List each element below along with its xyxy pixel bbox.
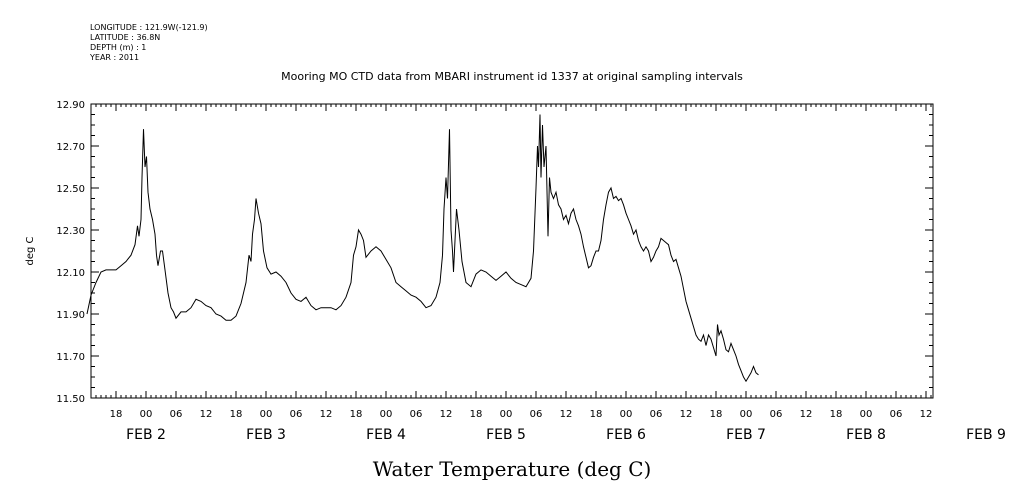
x-tick-label: 00 (140, 409, 153, 420)
chart-title: Mooring MO CTD data from MBARI instrumen… (281, 70, 743, 83)
y-tick-label: 12.30 (56, 226, 85, 237)
x-tick-label: 12 (440, 409, 453, 420)
date-label: FEB 8 (846, 427, 886, 443)
x-tick-label: 12 (680, 409, 693, 420)
x-tick-label: 06 (530, 409, 543, 420)
y-tick-label: 12.10 (56, 268, 85, 279)
x-tick-label: 12 (320, 409, 333, 420)
date-labels: FEB 2 FEB 3 FEB 4 FEB 5 FEB 6 FEB 7 FEB 8 FEB 9 (126, 427, 1006, 443)
date-label: FEB 5 (486, 427, 526, 443)
x-tick-label: 06 (290, 409, 303, 420)
date-label: FEB 9 (966, 427, 1006, 443)
x-tick-label: 00 (380, 409, 393, 420)
y-tick-label: 11.70 (56, 352, 85, 363)
y-tick-label: 12.90 (56, 100, 85, 111)
x-tick-label: 18 (230, 409, 243, 420)
x-tick-label: 18 (710, 409, 723, 420)
x-tick-label: 18 (110, 409, 123, 420)
y-axis-label: deg C (25, 236, 36, 265)
plot-frame (90, 103, 934, 399)
year-text: YEAR : 2011 (90, 53, 140, 62)
x-tick-label: 00 (740, 409, 753, 420)
x-tick-label: 12 (200, 409, 213, 420)
x-tick-label: 00 (620, 409, 633, 420)
x-tick-label: 06 (650, 409, 663, 420)
date-label: FEB 2 (126, 427, 166, 443)
x-tick-label: 00 (500, 409, 513, 420)
date-label: FEB 3 (246, 427, 286, 443)
y-tick-label: 12.70 (56, 142, 85, 153)
x-tick-label: 18 (470, 409, 483, 420)
x-tick-label: 00 (260, 409, 273, 420)
x-tick-label: 12 (560, 409, 573, 420)
y-tick-labels: 12.90 12.70 12.50 12.30 12.10 11.90 11.70 11.50 (56, 100, 85, 405)
x-tick-labels: 18 00 06 12 18 00 06 12 18 00 06 12 18 00 06 12 18 00 06 12… (110, 409, 933, 420)
axis-ticks (90, 103, 933, 399)
x-tick-label: 18 (350, 409, 363, 420)
date-label: FEB 7 (726, 427, 766, 443)
x-tick-label: 12 (920, 409, 933, 420)
y-tick-label: 11.50 (56, 394, 85, 405)
y-tick-label: 12.50 (56, 184, 85, 195)
x-tick-label: 06 (770, 409, 783, 420)
x-tick-label: 12 (800, 409, 813, 420)
longitude-text: LONGITUDE : 121.9W(-121.9) (90, 23, 208, 32)
depth-text: DEPTH (m) : 1 (90, 43, 147, 52)
water-temperature-line (86, 114, 759, 383)
x-tick-label: 06 (890, 409, 903, 420)
date-label: FEB 6 (606, 427, 646, 443)
x-axis-label: Water Temperature (deg C) (373, 457, 652, 481)
x-tick-label: 18 (590, 409, 603, 420)
date-label: FEB 4 (366, 427, 406, 443)
x-tick-label: 18 (830, 409, 843, 420)
x-tick-label: 00 (860, 409, 873, 420)
latitude-text: LATITUDE : 36.8N (90, 33, 161, 42)
location-metadata: LONGITUDE : 121.9W(-121.9) LATITUDE : 36… (90, 23, 208, 63)
x-tick-label: 06 (170, 409, 183, 420)
x-tick-label: 06 (410, 409, 423, 420)
y-tick-label: 11.90 (56, 310, 85, 321)
